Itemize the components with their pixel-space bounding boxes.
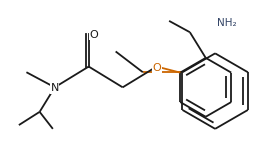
- Text: O: O: [152, 63, 161, 73]
- Text: O: O: [89, 30, 98, 40]
- Text: N: N: [51, 83, 59, 93]
- Text: NH₂: NH₂: [217, 18, 237, 28]
